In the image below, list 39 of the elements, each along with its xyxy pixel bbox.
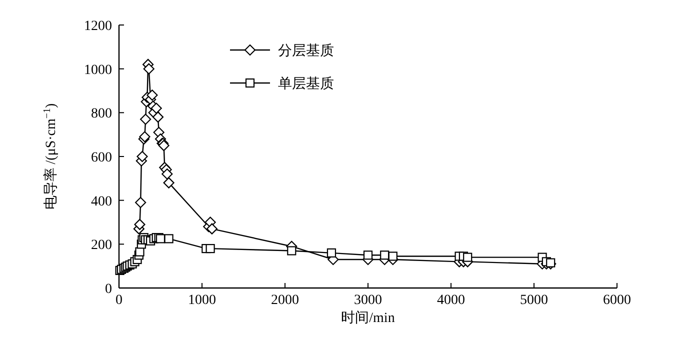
x-tick-label: 4000 <box>437 293 465 308</box>
y-tick-label: 1000 <box>84 62 112 78</box>
x-tick-label: 6000 <box>603 293 631 308</box>
legend-label: 单层基质 <box>278 76 334 92</box>
x-tick-label: 2000 <box>271 293 299 308</box>
y-tick-label: 1200 <box>84 19 112 34</box>
point <box>150 102 162 114</box>
y-tick-label: 200 <box>91 238 112 254</box>
point <box>206 223 218 234</box>
y-tick-label: 0 <box>105 282 112 297</box>
x-tick-label: 0 <box>116 293 122 308</box>
point <box>162 168 173 180</box>
y-tick-label: 400 <box>91 194 112 210</box>
point <box>135 196 146 208</box>
point <box>363 250 373 260</box>
point <box>139 131 150 142</box>
x-tick-label: 1000 <box>188 293 216 308</box>
x-tick-label: 5000 <box>520 293 548 308</box>
point <box>163 177 174 188</box>
x-tick-label: 3000 <box>354 293 382 308</box>
point <box>140 114 152 125</box>
point <box>463 252 472 262</box>
y-tick-label: 800 <box>91 106 112 122</box>
point <box>287 246 296 256</box>
point <box>388 252 398 261</box>
point <box>164 234 174 244</box>
point <box>143 63 154 74</box>
point <box>135 247 144 256</box>
x-axis-title: 时间/min <box>341 310 395 326</box>
legend-label: 分层基质 <box>278 43 334 59</box>
point <box>152 112 164 123</box>
point <box>326 248 336 258</box>
point <box>134 218 146 230</box>
point <box>546 258 556 268</box>
point <box>146 90 158 101</box>
y-tick-label: 600 <box>91 150 112 166</box>
point <box>206 244 215 254</box>
point <box>380 250 390 260</box>
point <box>136 150 148 162</box>
